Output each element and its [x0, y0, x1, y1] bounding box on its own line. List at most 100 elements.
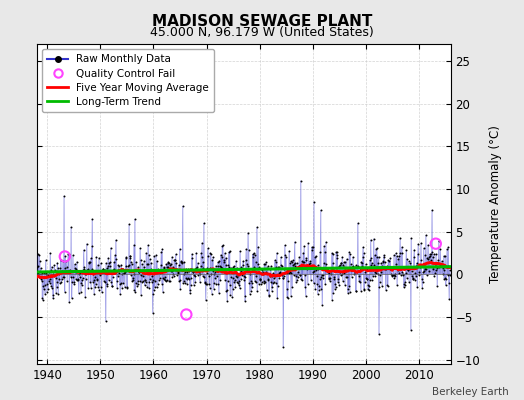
- Point: [91, 274, 99, 280]
- Point: [172, 266, 180, 272]
- Point: [78, 282, 86, 288]
- Point: [92, 254, 101, 260]
- Point: [145, 285, 153, 291]
- Point: [334, 276, 343, 282]
- Point: [147, 266, 155, 272]
- Point: [111, 270, 119, 276]
- Point: [40, 270, 48, 277]
- Point: [308, 244, 316, 250]
- Point: [282, 270, 291, 276]
- Point: [37, 265, 45, 272]
- Point: [386, 255, 395, 261]
- Point: [185, 268, 193, 274]
- Point: [53, 279, 61, 286]
- Point: [290, 261, 298, 267]
- Point: [317, 286, 325, 292]
- Point: [249, 254, 257, 260]
- Point: [414, 269, 423, 275]
- Point: [165, 258, 173, 265]
- Point: [420, 264, 429, 270]
- Point: [312, 266, 320, 273]
- Point: [180, 259, 189, 266]
- Point: [438, 258, 446, 264]
- Point: [204, 252, 212, 259]
- Point: [354, 263, 363, 269]
- Point: [165, 260, 173, 266]
- Point: [69, 273, 78, 280]
- Point: [132, 280, 140, 286]
- Point: [58, 276, 66, 282]
- Point: [134, 264, 142, 270]
- Point: [216, 277, 224, 283]
- Point: [235, 278, 244, 284]
- Point: [81, 270, 89, 277]
- Point: [353, 264, 361, 270]
- Point: [311, 254, 319, 261]
- Point: [335, 282, 343, 288]
- Point: [264, 276, 272, 282]
- Point: [407, 327, 415, 333]
- Point: [242, 257, 250, 263]
- Point: [322, 238, 330, 245]
- Point: [309, 269, 318, 276]
- Point: [160, 265, 168, 271]
- Point: [347, 267, 355, 274]
- Point: [326, 278, 334, 284]
- Point: [388, 272, 397, 278]
- Point: [252, 258, 260, 265]
- Point: [103, 265, 111, 271]
- Point: [333, 255, 342, 261]
- Point: [107, 268, 115, 274]
- Point: [175, 278, 183, 284]
- Point: [241, 274, 249, 280]
- Point: [410, 254, 418, 260]
- Point: [187, 282, 195, 289]
- Point: [426, 253, 434, 260]
- Point: [204, 245, 212, 252]
- Point: [213, 273, 221, 279]
- Point: [245, 266, 253, 272]
- Point: [79, 246, 88, 253]
- Point: [100, 278, 108, 284]
- Point: [442, 263, 451, 270]
- Point: [195, 278, 204, 285]
- Point: [339, 262, 347, 268]
- Point: [86, 279, 94, 286]
- Point: [271, 259, 280, 265]
- Point: [71, 265, 79, 271]
- Point: [219, 242, 227, 248]
- Point: [274, 283, 282, 290]
- Point: [232, 272, 240, 279]
- Point: [332, 252, 341, 258]
- Point: [80, 264, 88, 270]
- Point: [349, 263, 357, 270]
- Point: [159, 264, 168, 270]
- Point: [240, 276, 248, 283]
- Point: [231, 277, 239, 284]
- Point: [310, 268, 319, 274]
- Point: [141, 277, 150, 283]
- Point: [428, 254, 436, 260]
- Point: [197, 250, 205, 256]
- Point: [44, 285, 52, 292]
- Point: [67, 224, 75, 231]
- Point: [254, 261, 262, 267]
- Point: [152, 284, 161, 290]
- Point: [145, 279, 154, 285]
- Point: [113, 285, 122, 291]
- Point: [363, 266, 371, 273]
- Point: [107, 283, 116, 289]
- Point: [384, 257, 392, 263]
- Point: [441, 275, 449, 281]
- Point: [411, 269, 419, 276]
- Point: [362, 275, 370, 281]
- Point: [125, 253, 134, 260]
- Point: [224, 262, 232, 268]
- Point: [56, 265, 64, 272]
- Point: [356, 279, 364, 286]
- Point: [241, 293, 249, 299]
- Point: [307, 276, 315, 283]
- Point: [230, 279, 238, 286]
- Point: [209, 268, 217, 274]
- Point: [302, 257, 311, 264]
